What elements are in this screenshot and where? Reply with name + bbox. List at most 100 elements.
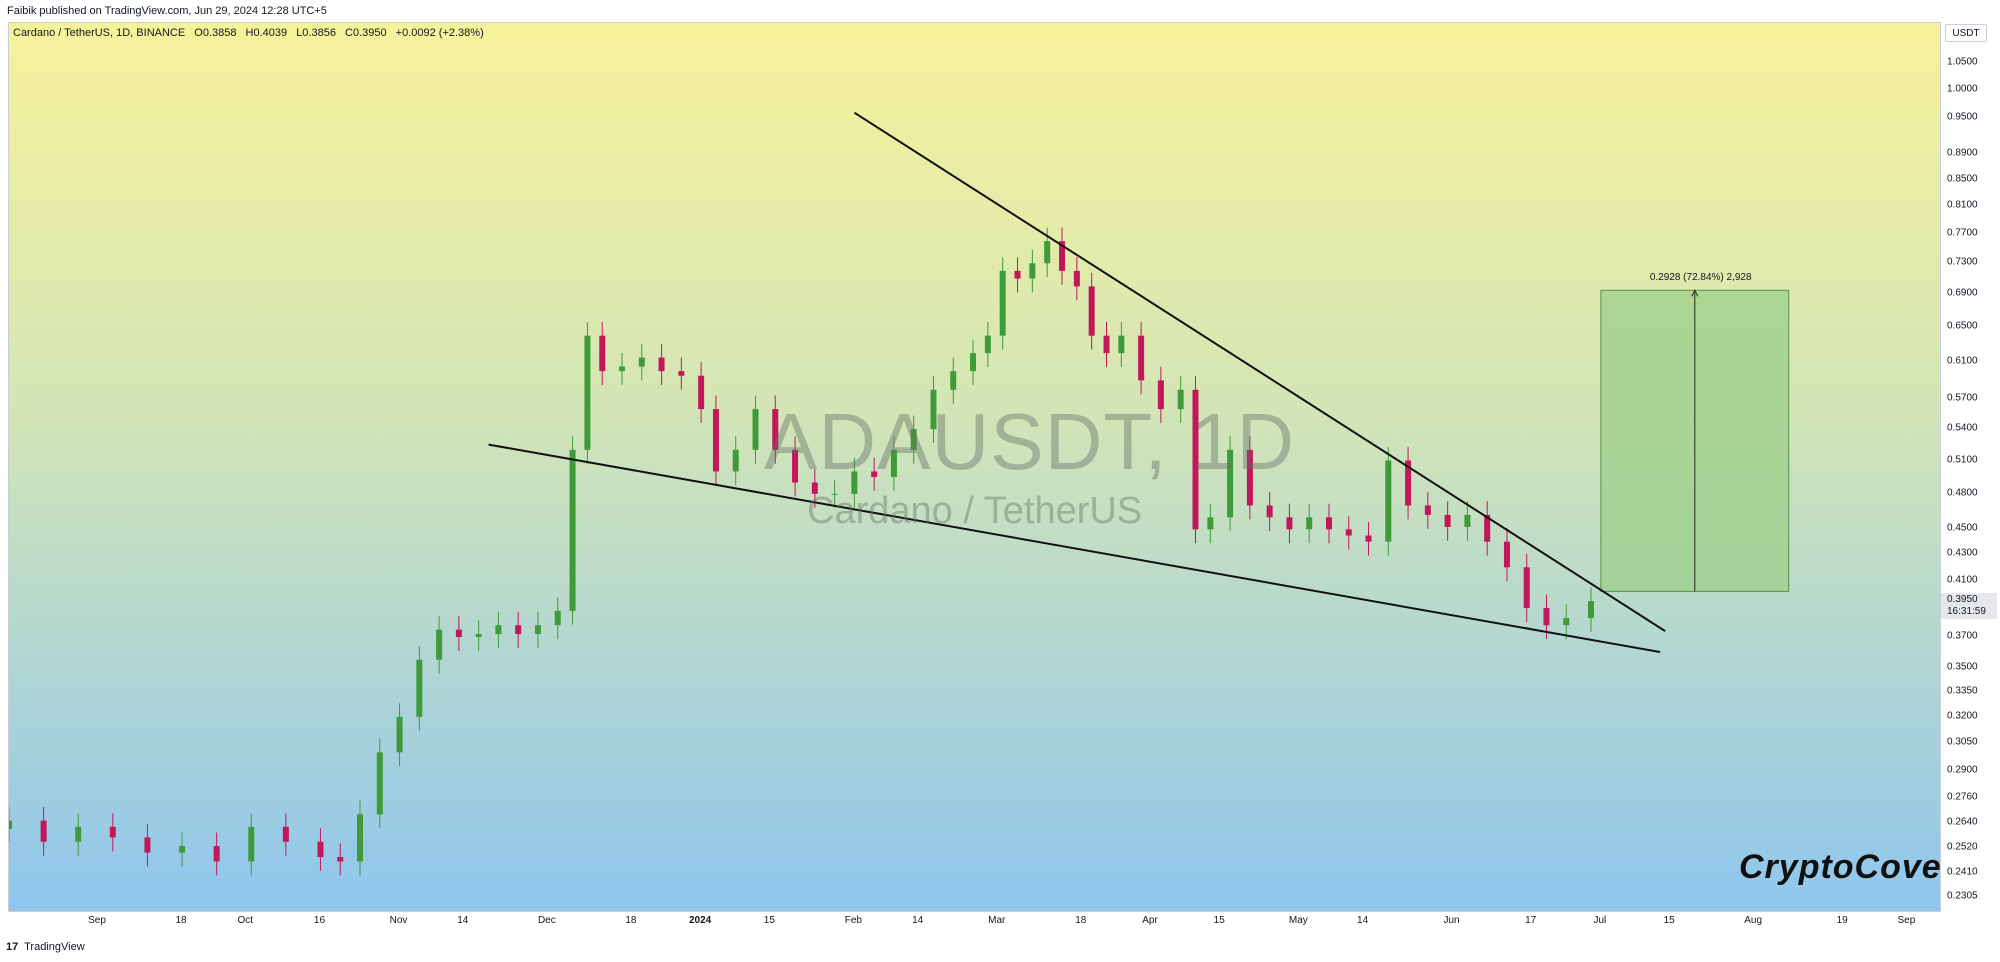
time-tick-label: Aug: [1744, 915, 1763, 926]
candle-body: [569, 449, 576, 611]
candle-body: [678, 371, 685, 376]
price-tick-label: 0.6900: [1947, 287, 1978, 299]
candle: [1484, 501, 1491, 556]
candle: [811, 468, 818, 508]
candle-body: [337, 857, 344, 862]
candle-body: [109, 826, 116, 838]
time-tick-label: Sep: [1897, 915, 1916, 926]
candle-body: [1587, 601, 1594, 619]
price-tick-label: 0.4300: [1947, 547, 1978, 559]
candle-body: [436, 629, 443, 660]
candle: [732, 436, 739, 486]
candle-body: [75, 826, 82, 842]
projection-arrowhead: [1691, 289, 1699, 297]
candle-body: [1118, 335, 1125, 354]
time-tick-label: 14: [1357, 915, 1369, 926]
candle: [930, 376, 937, 444]
price-tick-label: 1.0500: [1947, 56, 1978, 68]
candle: [851, 457, 858, 508]
watermark-subtitle: Cardano / TetherUS: [807, 490, 1143, 532]
candle-body: [1073, 270, 1080, 287]
candle: [1118, 322, 1125, 368]
publisher-line: Faibik published on TradingView.com, Jun…: [7, 5, 327, 17]
candle-body: [1059, 241, 1066, 271]
time-tick-label: 17: [1525, 915, 1537, 926]
chart-pane[interactable]: Cardano / TetherUS, 1D, BINANCE O0.3858 …: [8, 22, 1941, 912]
time-tick-label: 18: [625, 915, 637, 926]
candle-body: [213, 846, 220, 862]
trendline-upper[interactable]: [853, 111, 1666, 632]
candle-body: [396, 716, 403, 753]
candle-body: [851, 471, 858, 494]
bar-countdown: 16:31:59: [1947, 606, 1986, 618]
candle: [495, 611, 502, 648]
candle-body: [1563, 618, 1570, 626]
price-tick-label: 0.8500: [1947, 173, 1978, 185]
candle-body: [1014, 270, 1021, 279]
candle-body: [999, 270, 1006, 336]
price-tick-label: 0.3350: [1947, 685, 1978, 697]
candle: [109, 813, 116, 852]
candle: [40, 806, 47, 856]
price-tick-label: 0.6500: [1947, 320, 1978, 332]
candle: [678, 357, 685, 390]
candle: [1286, 503, 1293, 544]
price-tick-label: 0.8900: [1947, 147, 1978, 159]
candle: [1157, 366, 1164, 424]
price-tick-label: 0.2520: [1947, 841, 1978, 853]
trendline-lower[interactable]: [488, 443, 1661, 654]
candle: [515, 611, 522, 648]
candle: [554, 597, 561, 640]
candle-body: [1207, 517, 1214, 530]
time-axis[interactable]: Sep 18 Oct 16 Nov 14 Dec 18 2024 15 Feb 14 Mar 18 Apr 1…: [8, 912, 1941, 930]
candle-body: [772, 409, 779, 450]
candle-body: [282, 826, 289, 842]
candle: [376, 738, 383, 829]
price-tick-label: 0.2640: [1947, 816, 1978, 828]
candle: [950, 357, 957, 404]
brand-logo: CryptoCove: [1739, 848, 1941, 886]
price-tick-label: 0.6100: [1947, 355, 1978, 367]
watermark-title: ADAUSDT, 1D: [764, 397, 1296, 486]
candle-body: [1365, 535, 1372, 542]
candle: [910, 415, 917, 464]
price-tick-label: 0.5700: [1947, 392, 1978, 404]
candle-body: [1484, 514, 1491, 542]
candle-body: [1088, 286, 1095, 336]
candle: [792, 436, 799, 497]
candle-body: [1044, 241, 1051, 264]
legend-high: H0.4039: [245, 27, 288, 39]
candle-body: [495, 625, 502, 635]
candle: [1138, 322, 1145, 395]
symbol-legend: Cardano / TetherUS, 1D, BINANCE O0.3858 …: [13, 27, 490, 39]
candle: [1503, 528, 1510, 582]
candle-body: [1444, 514, 1451, 527]
time-tick-label: 14: [912, 915, 924, 926]
price-tick-label: 0.2900: [1947, 764, 1978, 776]
candle-body: [698, 375, 705, 410]
candle-body: [376, 752, 383, 815]
candle-body: [1424, 505, 1431, 515]
candle: [752, 395, 759, 464]
legend-close: C0.3950: [345, 27, 387, 39]
candle: [1365, 521, 1372, 556]
tradingview-logo-icon: 17: [6, 941, 19, 953]
candle: [831, 480, 838, 508]
candle-body: [416, 659, 423, 717]
candle: [1029, 249, 1036, 293]
price-tick-label: 0.2305: [1947, 890, 1978, 902]
candle: [1207, 503, 1214, 544]
candle-body: [890, 449, 897, 477]
price-tick-label: 0.5100: [1947, 454, 1978, 466]
candle-body: [1325, 517, 1332, 530]
price-axis[interactable]: USDT 1.0500 1.0000 0.9500 0.8900 0.8500 0.810…: [1941, 22, 2000, 912]
candle: [1325, 503, 1332, 544]
price-tick-label: 0.9500: [1947, 111, 1978, 123]
candle-body: [1405, 460, 1412, 506]
price-tick-label: 0.3200: [1947, 710, 1978, 722]
candle: [1405, 446, 1412, 520]
publisher-bar: Faibik published on TradingView.com, Jun…: [0, 0, 2000, 22]
currency-button[interactable]: USDT: [1945, 24, 1987, 42]
candle-body: [1138, 335, 1145, 381]
chart-canvas[interactable]: [9, 23, 1941, 912]
